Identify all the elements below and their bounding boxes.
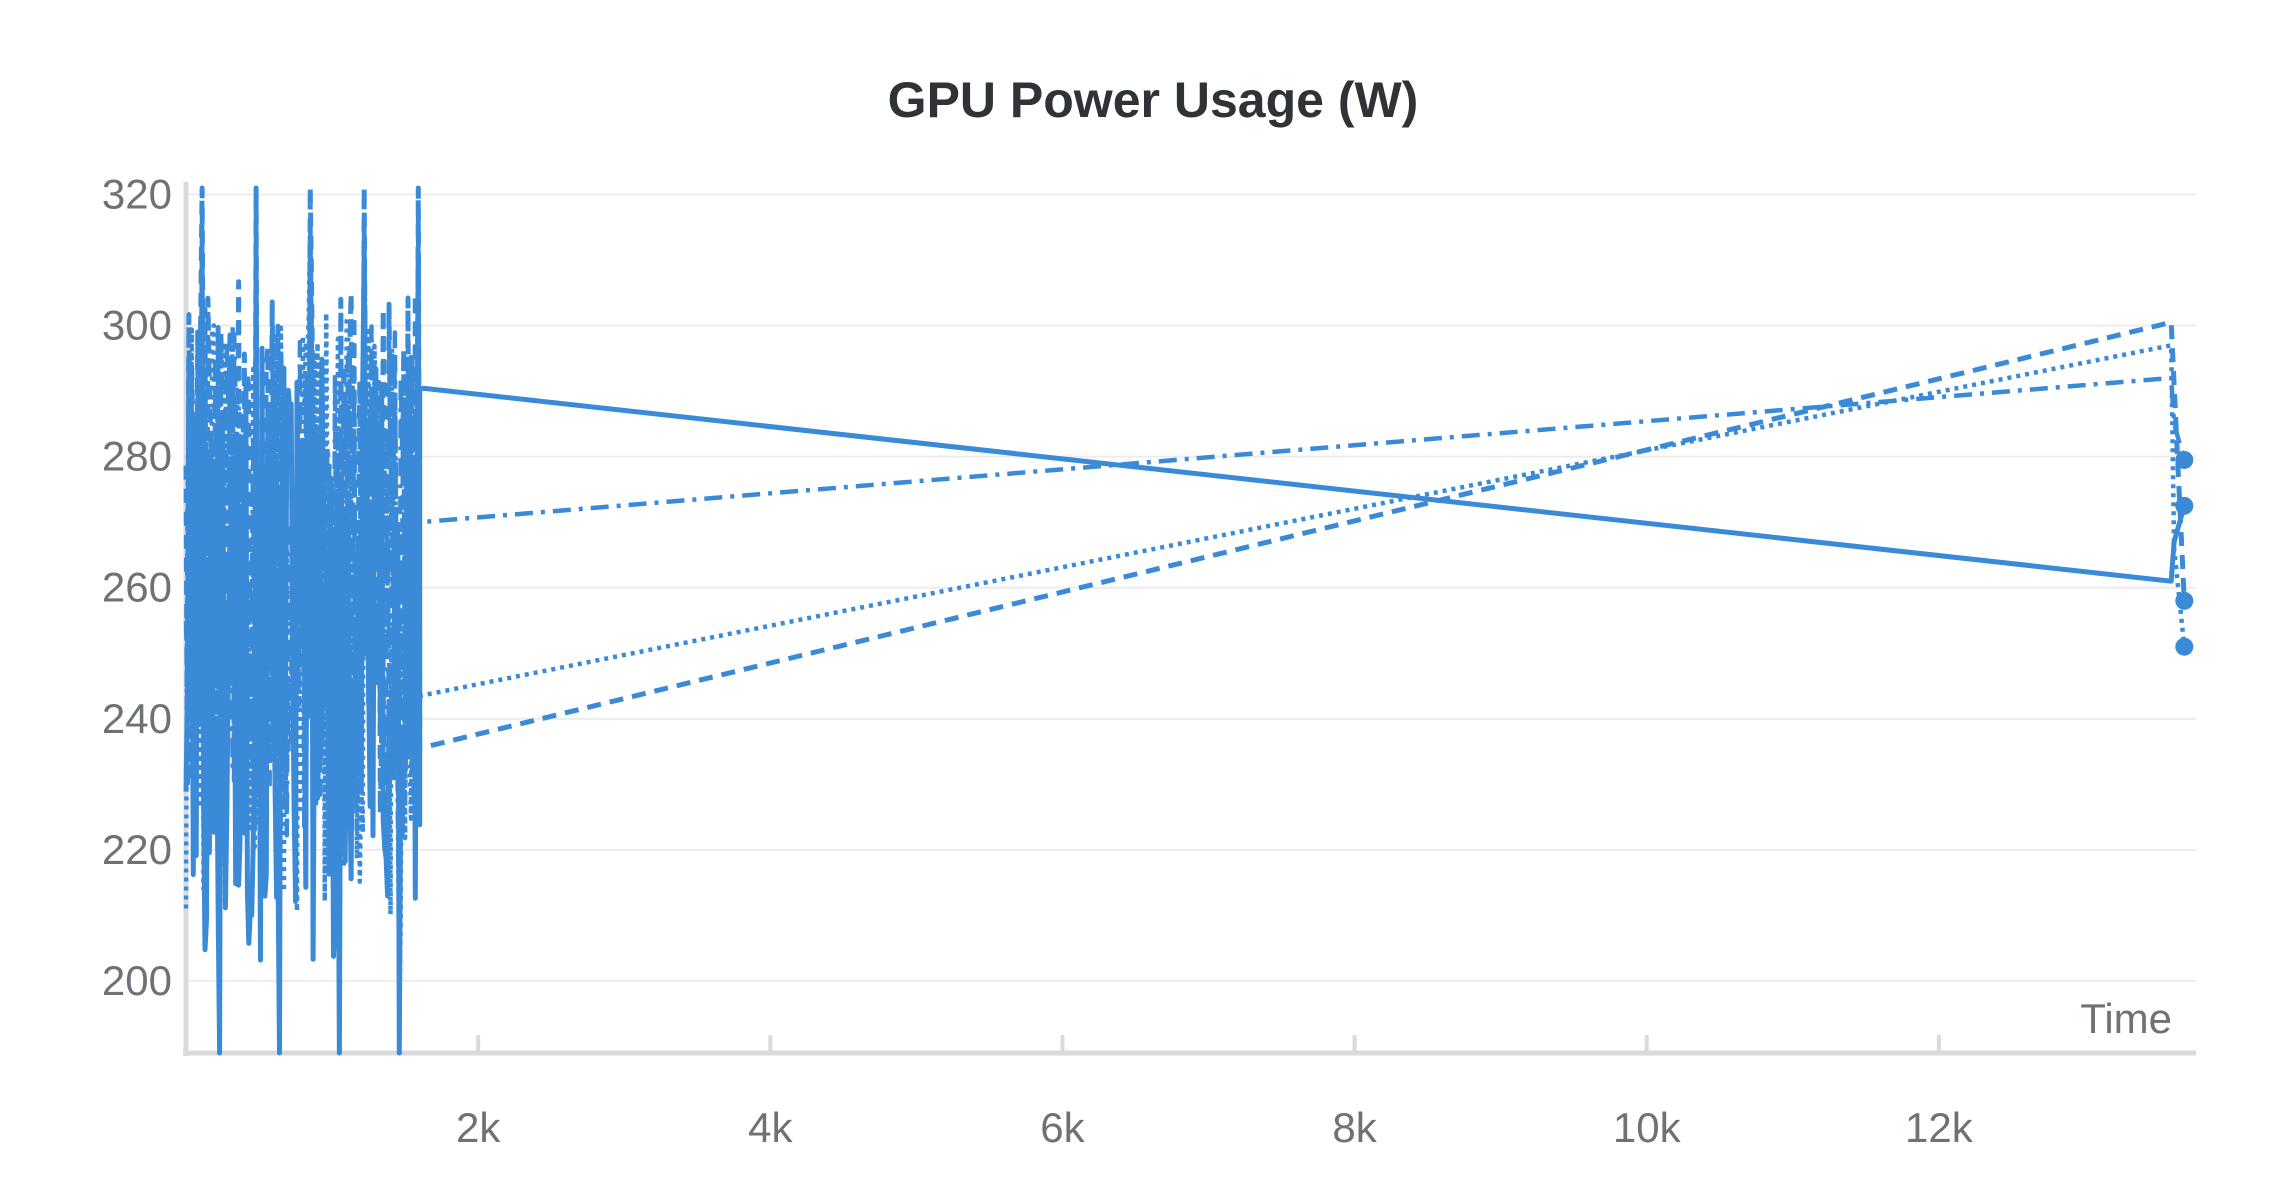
y-tick-label: 300 (102, 302, 172, 349)
chart-title: GPU Power Usage (W) (888, 72, 1419, 128)
series-line-dotted (183, 218, 2187, 1023)
x-tick-label: 8k (1332, 1104, 1377, 1151)
x-tick-label: 4k (748, 1104, 793, 1151)
series-line-solid (183, 251, 2187, 1056)
series-layer (183, 185, 2194, 1056)
x-tick-label: 2k (456, 1104, 501, 1151)
y-tick-label: 240 (102, 695, 172, 742)
x-axis-label: Time (2080, 995, 2172, 1042)
x-tick-label: 10k (1613, 1104, 1682, 1151)
y-tick-label: 320 (102, 171, 172, 218)
x-tick-label: 6k (1040, 1104, 1085, 1151)
y-tick-label: 280 (102, 433, 172, 480)
axis-layer: 200 220 240 260 280 300 320 2k 4k 6k 8k 10k 12k (102, 171, 2196, 1151)
grid-layer (186, 193, 2196, 982)
x-tick-label: 12k (1905, 1104, 1974, 1151)
y-tick-label: 260 (102, 564, 172, 611)
series-end-marker (2175, 637, 2194, 656)
series-end-marker (2175, 591, 2194, 610)
y-tick-label: 220 (102, 826, 172, 873)
y-tick-label: 200 (102, 957, 172, 1004)
series-end-marker (2175, 450, 2194, 469)
series-line-dashdot (183, 218, 2187, 931)
